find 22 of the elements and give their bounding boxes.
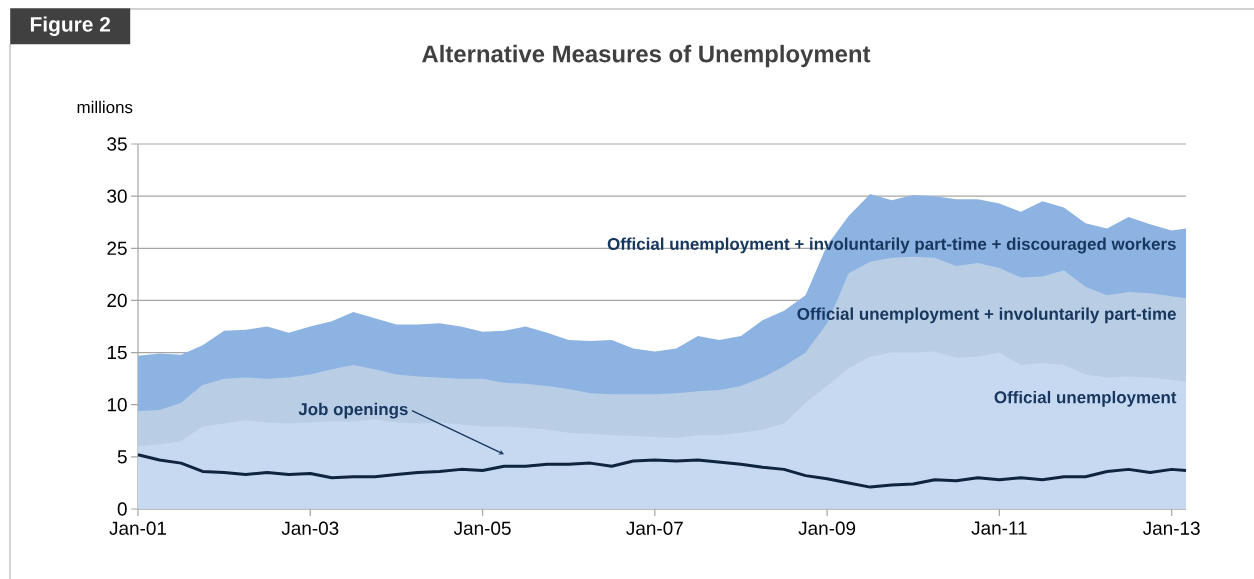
x-tick-label: Jan-09 xyxy=(798,521,856,535)
x-tick-label: Jan-13 xyxy=(1143,521,1200,535)
text: Job openings xyxy=(298,402,408,419)
caption: Figure 2 xyxy=(30,16,111,36)
x-tick-label: Jan-07 xyxy=(626,521,683,535)
y-axis-title: millions xyxy=(77,100,133,114)
x-tick-label: Jan-03 xyxy=(281,521,339,535)
series-label: Official unemployment + involuntarily part-time xyxy=(797,307,1176,324)
y-tick-label: 35 xyxy=(107,137,127,151)
series-label: Official unemployment + involuntarily part-time + discouraged workers xyxy=(607,237,1176,254)
y-tick-label: 30 xyxy=(107,189,127,203)
x-tick-label: Jan-05 xyxy=(453,521,511,535)
y-tick-label: 5 xyxy=(117,450,127,464)
series-label: Official unemployment xyxy=(994,390,1177,407)
x-tick-label: Jan-11 xyxy=(971,521,1027,535)
y-tick-label: 15 xyxy=(107,345,127,360)
y-tick-label: 20 xyxy=(107,293,127,308)
y-tick-label: 0 xyxy=(117,502,127,516)
chart-title: Alternative Measures of Unemployment xyxy=(422,44,871,68)
y-tick-label: 25 xyxy=(107,241,127,255)
x-tick-label: Jan-01 xyxy=(109,521,166,535)
y-tick-label: 10 xyxy=(107,398,127,412)
